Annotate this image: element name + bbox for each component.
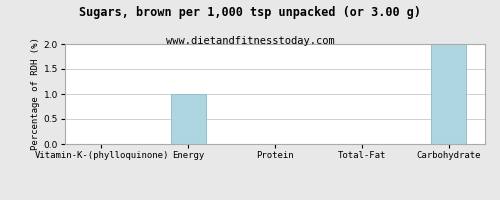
Y-axis label: Percentage of RDH (%): Percentage of RDH (%) — [30, 38, 40, 150]
Text: www.dietandfitnesstoday.com: www.dietandfitnesstoday.com — [166, 36, 334, 46]
Bar — [431, 44, 466, 144]
Text: Sugars, brown per 1,000 tsp unpacked (or 3.00 g): Sugars, brown per 1,000 tsp unpacked (or… — [79, 6, 421, 19]
Bar — [171, 94, 205, 144]
